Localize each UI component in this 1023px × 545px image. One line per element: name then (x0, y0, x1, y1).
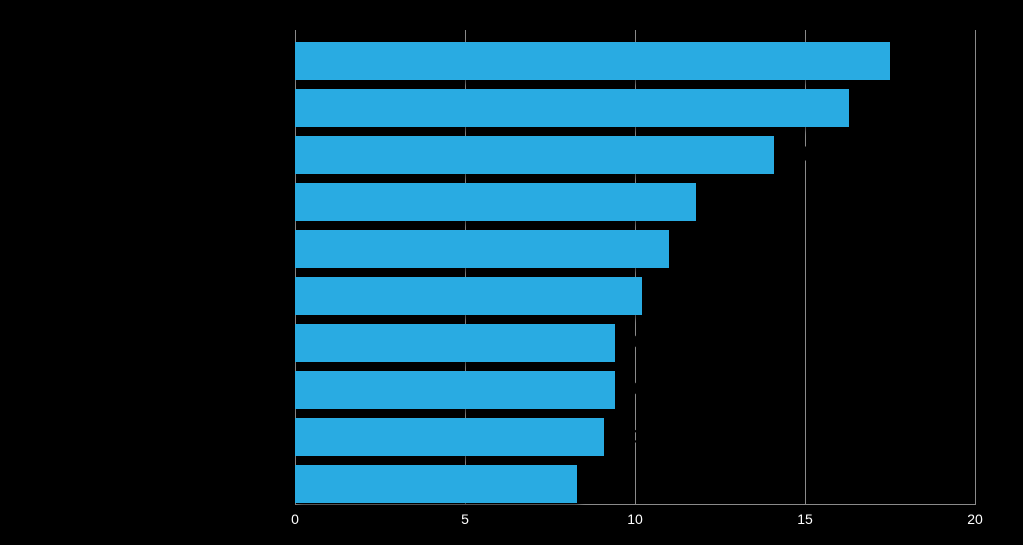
gridline (975, 30, 976, 505)
x-tick-label: 20 (967, 505, 983, 527)
x-axis-line (295, 504, 975, 505)
bar-row: 11,8 (295, 183, 975, 221)
bar-value-label: 17,5 (902, 50, 941, 73)
x-tick-label: 5 (461, 505, 469, 527)
bar-value-label: 9,4 (627, 332, 655, 355)
bar (295, 183, 696, 221)
bar-value-label: 16,3 (861, 97, 900, 120)
bar (295, 42, 890, 80)
bar (295, 277, 642, 315)
bar-row: 17,5 (295, 42, 975, 80)
bar-value-label: 10,2 (654, 285, 693, 308)
x-tick-label: 15 (797, 505, 813, 527)
bar-value-label: 11,0 (681, 238, 719, 261)
x-tick-label: 0 (291, 505, 299, 527)
horizontal-bar-chart: 0 5 10 15 20 17,5 16,3 14,1 11,8 11,0 10,2 9,4 9,4 9,… (0, 0, 1023, 545)
plot-area: 0510152017,516,314,111,811,010,29,49,49,… (295, 30, 975, 505)
bar-row: 14,1 (295, 136, 975, 174)
bar-value-label: 11,8 (708, 191, 746, 214)
bar-row: 9,4 (295, 371, 975, 409)
bar-value-label: 9,1 (616, 426, 644, 449)
bar (295, 230, 669, 268)
bar-row: 11,0 (295, 230, 975, 268)
bar-row: 8,3 (295, 465, 975, 503)
bar-value-label: 9,4 (627, 379, 655, 402)
x-tick-label: 10 (627, 505, 643, 527)
bar-row: 10,2 (295, 277, 975, 315)
bar-value-label: 14,1 (786, 144, 825, 167)
bar (295, 136, 774, 174)
bar-row: 9,1 (295, 418, 975, 456)
bar-value-label: 8,3 (589, 473, 617, 496)
bar (295, 324, 615, 362)
bar (295, 418, 604, 456)
bar (295, 465, 577, 503)
bar-row: 16,3 (295, 89, 975, 127)
bar-row: 9,4 (295, 324, 975, 362)
bar (295, 89, 849, 127)
bar (295, 371, 615, 409)
